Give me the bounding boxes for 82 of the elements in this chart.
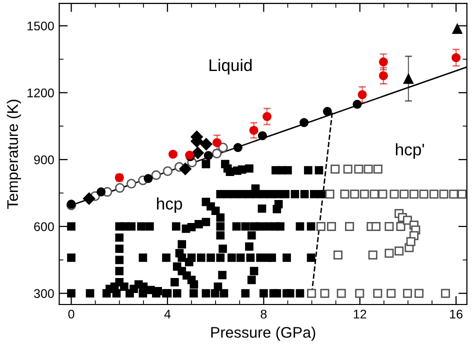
point: [320, 288, 330, 298]
point: [360, 190, 369, 199]
point: [378, 190, 388, 199]
point: [114, 183, 125, 193]
x-tick-label: 12: [354, 310, 366, 318]
point: [262, 112, 272, 122]
point: [394, 246, 404, 256]
x-tick-label: 8: [260, 310, 267, 319]
point: [352, 100, 362, 109]
point: [373, 164, 382, 174]
point: [400, 190, 409, 199]
y-tick-label: 300: [34, 289, 54, 298]
point: [452, 23, 462, 34]
point: [325, 190, 334, 199]
point: [144, 174, 153, 184]
annotation: hcp': [396, 143, 424, 159]
point: [439, 190, 448, 199]
point: [218, 142, 228, 152]
point: [316, 222, 326, 231]
x-tick-label: 0: [68, 310, 74, 319]
point: [212, 148, 222, 158]
point: [406, 237, 416, 246]
point: [354, 164, 364, 174]
point: [162, 166, 173, 176]
x-tick-label: 16: [450, 310, 462, 319]
point: [212, 138, 222, 148]
point: [409, 190, 418, 199]
point: [386, 288, 396, 298]
point: [358, 90, 367, 100]
y-axis-title: Temperature (K): [6, 100, 22, 209]
point: [330, 164, 340, 174]
point: [345, 222, 354, 231]
point: [390, 190, 399, 199]
point: [82, 192, 96, 205]
point: [458, 190, 467, 199]
point: [340, 190, 350, 199]
point: [249, 126, 258, 135]
point: [322, 106, 332, 116]
point: [333, 250, 342, 260]
point: [364, 164, 373, 174]
y-tick-label: 900: [34, 155, 54, 164]
point: [204, 151, 213, 160]
point: [403, 73, 414, 84]
point: [449, 190, 458, 199]
y-tick-label: 1500: [28, 22, 54, 30]
point: [233, 143, 242, 152]
point: [151, 170, 162, 180]
point: [355, 288, 364, 298]
point: [384, 222, 394, 231]
point: [126, 178, 136, 189]
y-tick-label: 600: [34, 222, 54, 232]
point: [396, 222, 406, 231]
point: [419, 190, 428, 199]
point: [378, 57, 388, 66]
point: [326, 222, 336, 231]
point: [429, 190, 438, 199]
point: [168, 150, 178, 159]
y-tick-label: 1200: [28, 88, 54, 98]
point: [200, 138, 212, 150]
point: [378, 71, 388, 80]
point: [402, 288, 412, 298]
annotation: Liquid: [210, 58, 252, 74]
point: [384, 248, 394, 258]
point: [440, 288, 450, 298]
point: [300, 118, 309, 128]
x-tick-label: 4: [164, 310, 171, 318]
annotation: hcp: [157, 197, 182, 213]
point: [414, 288, 424, 298]
point: [179, 162, 192, 176]
point: [452, 53, 461, 62]
point: [96, 187, 106, 196]
point: [336, 288, 346, 298]
point: [370, 190, 379, 199]
point: [343, 164, 352, 174]
point: [258, 131, 267, 140]
point: [350, 190, 360, 199]
point: [192, 146, 204, 160]
point: [307, 288, 316, 298]
point: [373, 288, 382, 298]
point: [371, 222, 380, 231]
x-axis-title: Pressure (GPa): [211, 326, 316, 341]
point: [368, 250, 378, 260]
